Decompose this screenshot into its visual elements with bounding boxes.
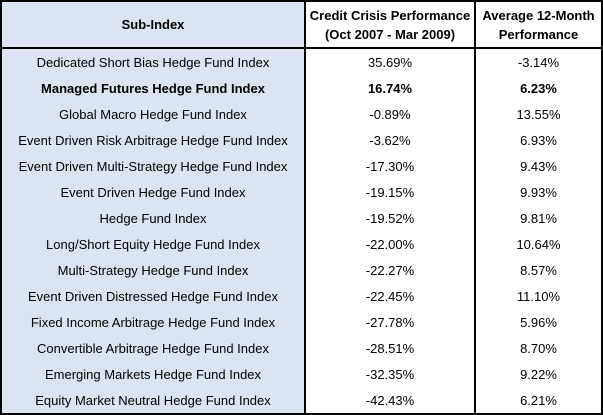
average-12-month-cell: 11.10% <box>474 283 601 309</box>
sub-index-cell: Event Driven Risk Arbitrage Hedge Fund I… <box>2 127 305 153</box>
average-12-month-cell: 8.57% <box>474 257 601 283</box>
sub-index-cell: Long/Short Equity Hedge Fund Index <box>2 231 305 257</box>
credit-crisis-cell: -22.00% <box>304 231 475 257</box>
header-credit-crisis-performance: Credit Crisis Performance (Oct 2007 - Ma… <box>304 2 475 49</box>
table-row: Convertible Arbitrage Hedge Fund Index -2… <box>2 335 601 361</box>
table-row: Event Driven Risk Arbitrage Hedge Fund I… <box>2 127 601 153</box>
table-row: Global Macro Hedge Fund Index -0.89% 13.55… <box>2 101 601 127</box>
credit-crisis-cell: -17.30% <box>304 153 475 179</box>
sub-index-cell: Global Macro Hedge Fund Index <box>2 101 305 127</box>
credit-crisis-cell: -42.43% <box>304 387 475 413</box>
average-12-month-cell: -3.14% <box>474 48 601 75</box>
table-row: Event Driven Distressed Hedge Fund Index… <box>2 283 601 309</box>
average-12-month-cell: 6.93% <box>474 127 601 153</box>
table-row: Fixed Income Arbitrage Hedge Fund Index -… <box>2 309 601 335</box>
table-header: Sub-Index Credit Crisis Performance (Oct… <box>2 2 601 49</box>
credit-crisis-cell: -22.27% <box>304 257 475 283</box>
table-row: Multi-Strategy Hedge Fund Index -22.27% 8.… <box>2 257 601 283</box>
header-sub-index: Sub-Index <box>2 2 305 49</box>
table-row: Dedicated Short Bias Hedge Fund Index 35.… <box>2 48 601 75</box>
credit-crisis-cell: -27.78% <box>304 309 475 335</box>
header-average-12-month-performance: Average 12-Month Performance <box>474 2 601 49</box>
sub-index-cell: Equity Market Neutral Hedge Fund Index <box>2 387 305 413</box>
table-row: Equity Market Neutral Hedge Fund Index -4… <box>2 387 601 413</box>
sub-index-cell: Fixed Income Arbitrage Hedge Fund Index <box>2 309 305 335</box>
table-row: Hedge Fund Index -19.52% 9.81% <box>2 205 601 231</box>
table-row: Long/Short Equity Hedge Fund Index -22.00… <box>2 231 601 257</box>
sub-index-cell: Dedicated Short Bias Hedge Fund Index <box>2 48 305 75</box>
credit-crisis-cell: -3.62% <box>304 127 475 153</box>
average-12-month-cell: 13.55% <box>474 101 601 127</box>
sub-index-cell: Convertible Arbitrage Hedge Fund Index <box>2 335 305 361</box>
header-credit-crisis-line1: Credit Crisis Performance <box>309 7 471 23</box>
sub-index-cell: Managed Futures Hedge Fund Index <box>2 75 305 101</box>
credit-crisis-cell: -28.51% <box>304 335 475 361</box>
sub-index-cell: Hedge Fund Index <box>2 205 305 231</box>
table-row: Event Driven Hedge Fund Index -19.15% 9.93… <box>2 179 601 205</box>
average-12-month-cell: 8.70% <box>474 335 601 361</box>
table-body: Dedicated Short Bias Hedge Fund Index 35.… <box>2 48 601 413</box>
sub-index-cell: Event Driven Distressed Hedge Fund Index <box>2 283 305 309</box>
average-12-month-cell: 9.22% <box>474 361 601 387</box>
table-row: Managed Futures Hedge Fund Index 16.74% 6.… <box>2 75 601 101</box>
sub-index-cell: Event Driven Multi-Strategy Hedge Fund I… <box>2 153 305 179</box>
sub-index-cell: Emerging Markets Hedge Fund Index <box>2 361 305 387</box>
credit-crisis-cell: -19.52% <box>304 205 475 231</box>
average-12-month-cell: 10.64% <box>474 231 601 257</box>
table-row: Event Driven Multi-Strategy Hedge Fund I… <box>2 153 601 179</box>
average-12-month-cell: 6.23% <box>474 75 601 101</box>
credit-crisis-cell: 16.74% <box>304 75 475 101</box>
header-average-line1: Average 12-Month <box>482 7 595 23</box>
header-row: Sub-Index Credit Crisis Performance (Oct… <box>2 2 601 49</box>
credit-crisis-cell: -32.35% <box>304 361 475 387</box>
average-12-month-cell: 5.96% <box>474 309 601 335</box>
credit-crisis-cell: -22.45% <box>304 283 475 309</box>
credit-crisis-cell: -19.15% <box>304 179 475 205</box>
average-12-month-cell: 6.21% <box>474 387 601 413</box>
credit-crisis-cell: 35.69% <box>304 48 475 75</box>
sub-index-cell: Multi-Strategy Hedge Fund Index <box>2 257 305 283</box>
table-row: Emerging Markets Hedge Fund Index -32.35%… <box>2 361 601 387</box>
average-12-month-cell: 9.43% <box>474 153 601 179</box>
sub-index-cell: Event Driven Hedge Fund Index <box>2 179 305 205</box>
average-12-month-cell: 9.93% <box>474 179 601 205</box>
header-average-line2: Performance <box>498 26 579 42</box>
header-credit-crisis-line2: (Oct 2007 - Mar 2009) <box>324 26 456 42</box>
average-12-month-cell: 9.81% <box>474 205 601 231</box>
credit-crisis-cell: -0.89% <box>304 101 475 127</box>
